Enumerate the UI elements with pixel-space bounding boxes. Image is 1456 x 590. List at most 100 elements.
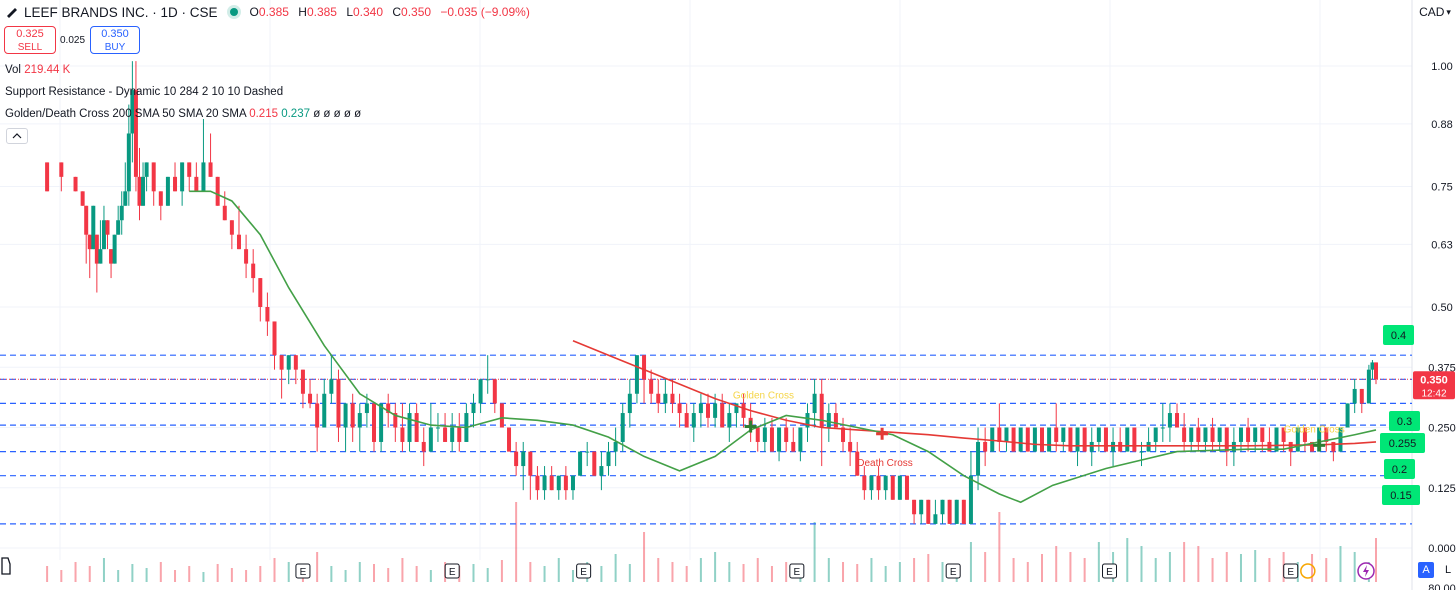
- candle: [1238, 427, 1243, 452]
- candle: [443, 413, 448, 442]
- candle-body: [1374, 362, 1378, 380]
- candle: [1231, 427, 1236, 467]
- currency-selector[interactable]: CAD ▾: [1418, 2, 1452, 22]
- collapse-indicators-button[interactable]: [6, 128, 28, 144]
- drawing-tool-icon[interactable]: [0, 556, 12, 578]
- candle: [1370, 360, 1375, 380]
- candle: [194, 162, 199, 192]
- candle-body: [976, 441, 981, 476]
- candle-body: [954, 499, 959, 524]
- candle: [869, 475, 874, 500]
- log-scale-button[interactable]: L: [1444, 564, 1452, 576]
- candle-body: [336, 379, 341, 428]
- candle: [300, 369, 305, 409]
- candle: [769, 417, 774, 452]
- candle: [535, 466, 540, 500]
- earnings-marker-icon: E: [945, 563, 961, 579]
- y-tick-label: 0.50: [1431, 302, 1452, 314]
- sr-label: Support Resistance - Dynamic: [5, 86, 161, 98]
- candle: [187, 162, 192, 192]
- volume-bar: [1197, 546, 1200, 582]
- candle: [101, 205, 106, 250]
- earnings-marker-label: E: [793, 567, 800, 578]
- candle: [208, 133, 213, 177]
- cross-annotation: Golden Cross: [733, 391, 794, 402]
- candle-body: [706, 403, 710, 418]
- volume-bar: [188, 566, 191, 582]
- candle: [364, 393, 369, 428]
- candle: [507, 427, 512, 452]
- candle-body: [1210, 427, 1215, 442]
- chevron-down-icon: ▾: [1446, 6, 1451, 17]
- market-status-icon[interactable]: [229, 8, 238, 16]
- candle-body: [1231, 441, 1236, 452]
- candle: [848, 427, 853, 467]
- earnings-marker-icon: E: [789, 563, 805, 579]
- candle-body: [1018, 427, 1023, 452]
- candle-body: [112, 234, 117, 264]
- symbol-title[interactable]: LEEF BRANDS INC. · 1D · CSE: [24, 4, 218, 20]
- candle-body: [101, 220, 106, 250]
- candle-body: [734, 403, 739, 414]
- candle: [968, 451, 973, 524]
- candle-body: [450, 427, 455, 442]
- auto-scale-button[interactable]: A: [1418, 562, 1434, 578]
- candle-body: [165, 176, 170, 206]
- candle: [642, 355, 647, 404]
- candle: [691, 403, 696, 442]
- candle: [1338, 427, 1343, 452]
- sell-button[interactable]: 0.325 SELL: [4, 26, 56, 54]
- volume-bar: [1055, 546, 1058, 582]
- candle: [1274, 427, 1279, 452]
- indicator-volume[interactable]: Vol 219.44 K: [5, 64, 70, 76]
- volume-bar: [230, 568, 233, 582]
- last-price-tag-box: [1413, 371, 1455, 400]
- volume-bar: [486, 568, 489, 582]
- candle: [251, 249, 256, 293]
- candle: [478, 379, 483, 414]
- candle-body: [357, 413, 362, 428]
- candle-body: [1111, 441, 1116, 452]
- open-value: 0.385: [258, 5, 289, 19]
- candle-body: [1167, 413, 1172, 428]
- candle-body: [293, 355, 298, 370]
- candle: [94, 234, 99, 293]
- candle-body: [80, 191, 85, 206]
- candle-body: [1331, 441, 1336, 452]
- candle: [1253, 427, 1258, 452]
- candle-body: [1082, 427, 1087, 452]
- candle-body: [642, 355, 647, 380]
- candle-body: [272, 321, 277, 356]
- candle-body: [73, 176, 78, 192]
- y-tick-label: 0.125: [1428, 483, 1456, 495]
- candle-body: [933, 514, 938, 524]
- candle: [734, 403, 739, 428]
- candle: [570, 475, 575, 500]
- volume-bar: [1375, 538, 1377, 582]
- candle-body: [1224, 427, 1229, 452]
- candle: [1203, 427, 1208, 452]
- candle: [215, 176, 220, 206]
- buy-button[interactable]: 0.350 BUY: [90, 26, 140, 54]
- candle: [1267, 427, 1272, 452]
- volume-bar: [1126, 538, 1129, 582]
- y-tick-label: 1.00: [1431, 61, 1452, 73]
- candle: [1082, 427, 1087, 452]
- indicator-support-resistance[interactable]: Support Resistance - Dynamic 10 284 2 10…: [5, 86, 283, 98]
- candle-body: [123, 191, 128, 206]
- indicator-golden-death-cross[interactable]: Golden/Death Cross 200 SMA 50 SMA 20 SMA…: [5, 108, 361, 120]
- candle-body: [1061, 427, 1066, 442]
- candle-body: [1103, 427, 1108, 452]
- candle-body: [912, 499, 917, 515]
- candle-body: [180, 162, 185, 192]
- volume-bar: [117, 570, 120, 582]
- volume-bar: [870, 558, 873, 582]
- volume-bar: [131, 564, 134, 582]
- candle: [1366, 364, 1371, 404]
- candle-body: [784, 427, 789, 442]
- candle-body: [308, 393, 313, 404]
- volume-bar: [1325, 558, 1328, 582]
- candle: [1281, 427, 1286, 452]
- lightning-icon: [1357, 562, 1375, 580]
